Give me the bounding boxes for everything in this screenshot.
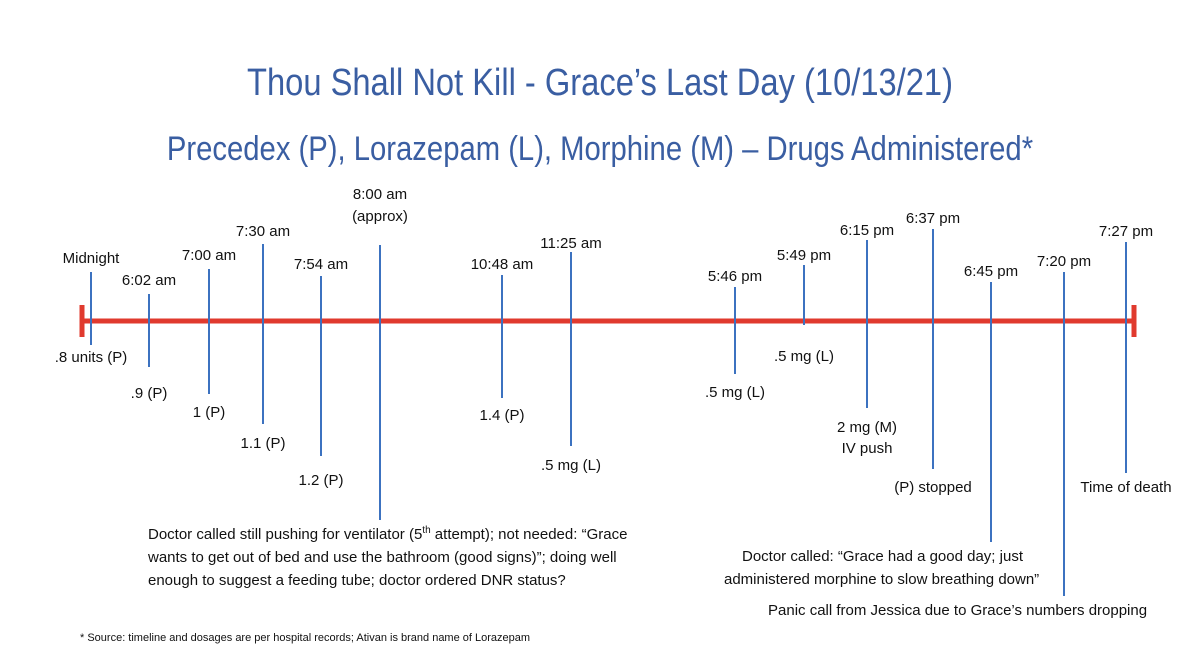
event-time-label: 7:30 am [236, 223, 290, 240]
timeline-event: 6:15 pm 2 mg (M) IV push [837, 222, 897, 457]
event-dose-label: Time of death [1080, 479, 1171, 496]
event-time-label: 7:20 pm [1037, 253, 1091, 270]
event-dose-label: .9 (P) [131, 385, 168, 402]
morning-note-line-1: Doctor called still pushing for ventilat… [148, 525, 627, 543]
timeline-event: 7:20 pm [1037, 253, 1091, 596]
timeline-event: 11:25 am .5 mg (L) [540, 235, 601, 474]
event-time-label: 10:48 am [471, 256, 534, 273]
timeline-event: 7:30 am 1.1 (P) [236, 223, 290, 452]
event-dose-label: 1.2 (P) [298, 472, 343, 489]
event-time-label: Midnight [63, 250, 121, 267]
event-time-label: 7:54 am [294, 256, 348, 273]
event-time-label: 6:15 pm [840, 222, 894, 239]
event-dose-label: .5 mg (L) [774, 348, 834, 365]
event-dose-label: .5 mg (L) [541, 457, 601, 474]
event-time-label: 6:37 pm [906, 210, 960, 227]
event-time-label: 6:45 pm [964, 263, 1018, 280]
event-dose-label: .8 units (P) [55, 349, 128, 366]
morning-note-line-2: wants to get out of bed and use the bath… [147, 549, 617, 566]
timeline-event: Midnight .8 units (P) [55, 250, 128, 366]
event-time-label: 7:27 pm [1099, 223, 1153, 240]
event-dose-label: .5 mg (L) [705, 384, 765, 401]
event-dose-label: 1.1 (P) [240, 435, 285, 452]
timeline-event: 5:46 pm .5 mg (L) [705, 268, 765, 401]
timeline-event: 7:00 am 1 (P) [182, 247, 236, 421]
event-dose-label: 2 mg (M) [837, 419, 897, 436]
evening-note-line-1: Doctor called: “Grace had a good day; ju… [742, 548, 1024, 565]
timeline-event: 8:00 am (approx) [352, 186, 408, 520]
page-subtitle: Precedex (P), Lorazepam (L), Morphine (M… [166, 130, 1034, 168]
event-dose-label: IV push [842, 440, 893, 457]
events-layer: Midnight .8 units (P) 6:02 am .9 (P) 7:00 am… [55, 186, 1172, 596]
event-time-label: 11:25 am [540, 235, 601, 252]
event-dose-label: 1 (P) [193, 404, 226, 421]
timeline-event: 10:48 am 1.4 (P) [471, 256, 534, 424]
footnote: * Source: timeline and dosages are per h… [80, 632, 530, 644]
event-time-label: (approx) [352, 208, 408, 225]
event-dose-label: 1.4 (P) [479, 407, 524, 424]
timeline-event: 6:02 am .9 (P) [122, 272, 176, 402]
panic-call-note: Panic call from Jessica due to Grace’s n… [768, 602, 1147, 619]
morning-note-line-3: enough to suggest a feeding tube; doctor… [148, 572, 566, 589]
timeline-event: 7:27 pm Time of death [1080, 223, 1171, 496]
event-time-label: 5:46 pm [708, 268, 762, 285]
event-dose-label: (P) stopped [894, 479, 972, 496]
event-time-label: 5:49 pm [777, 247, 831, 264]
timeline-event: 6:37 pm (P) stopped [894, 210, 972, 496]
event-time-label: 6:02 am [122, 272, 176, 289]
timeline-event: 6:45 pm [964, 263, 1018, 542]
event-time-label: 7:00 am [182, 247, 236, 264]
timeline-event: 5:49 pm .5 mg (L) [774, 247, 834, 365]
timeline-event: 7:54 am 1.2 (P) [294, 256, 348, 489]
evening-note-line-2: administered morphine to slow breathing … [724, 571, 1039, 588]
page-title: Thou Shall Not Kill - Grace’s Last Day (… [247, 62, 953, 104]
event-time-label: 8:00 am [353, 186, 407, 203]
